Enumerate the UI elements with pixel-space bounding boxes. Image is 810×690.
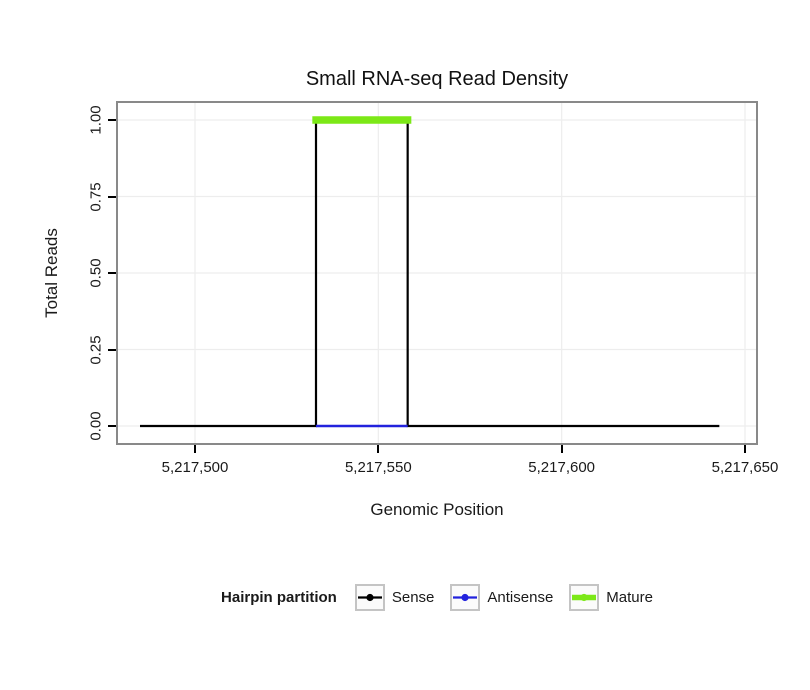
legend-key-mature-icon [569, 583, 600, 611]
legend-item-label: Mature [606, 588, 653, 606]
y-tick-label: 1.00 [87, 105, 105, 135]
y-tick-mark [108, 195, 116, 198]
legend-item-sense: Sense [354, 583, 435, 611]
x-axis-title: Genomic Position [370, 500, 504, 519]
x-tick-label: 5,217,500 [161, 459, 229, 476]
legend-key-sense-icon [354, 583, 385, 611]
legend-key-antisense-icon [450, 583, 481, 611]
y-tick-label: 0.50 [87, 258, 105, 288]
x-tick-label: 5,217,650 [711, 459, 779, 476]
x-tick-mark [560, 445, 563, 453]
x-tick-mark [744, 445, 746, 453]
legend-title: Hairpin partition [221, 588, 337, 606]
y-tick-mark [108, 272, 116, 274]
plot-area [118, 103, 756, 443]
y-tick-mark [108, 348, 116, 351]
legend-item-label: Antisense [487, 588, 554, 606]
legend-item-label: Sense [391, 588, 435, 606]
y-axis-title: Total Reads [42, 228, 61, 318]
x-tick-label: 5,217,600 [528, 459, 596, 476]
x-tick-mark [377, 445, 380, 453]
legend: Hairpin partition Sense Antisense Mature [116, 578, 758, 616]
y-tick-label: 0.00 [87, 411, 105, 441]
plot-panel [116, 101, 758, 445]
x-tick-mark [194, 445, 196, 453]
y-tick-label: 0.25 [87, 334, 105, 365]
legend-item-mature: Mature [569, 583, 653, 611]
legend-item-antisense: Antisense [450, 583, 554, 611]
y-tick-mark [108, 425, 116, 427]
y-tick-mark [108, 119, 116, 121]
x-tick-label: 5,217,550 [344, 459, 412, 476]
chart-title: Small RNA-seq Read Density [305, 68, 569, 90]
y-tick-label: 0.75 [87, 181, 105, 212]
